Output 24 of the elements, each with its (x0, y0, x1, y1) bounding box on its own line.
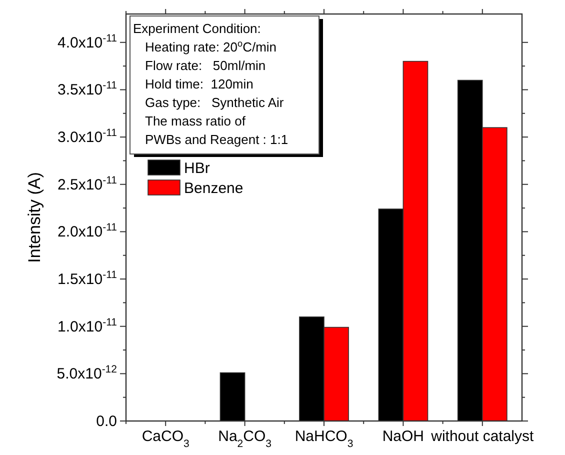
legend-label: HBr (184, 160, 210, 177)
annotation: Hold time: 120min (145, 76, 254, 92)
annotation: The mass ratio of (145, 114, 246, 128)
annotation: Heating rate: 20$^{o}$C/min (145, 38, 277, 54)
y-tick-label: 5.0x10$^{-12}$ (56, 364, 118, 383)
x-tick-label: NaHCO$_{3}$ (294, 428, 354, 450)
x-tick-label: without catalyst (430, 428, 535, 445)
y-tick-label: 0.0 (96, 413, 117, 430)
annotation: Gas type: Synthetic Air (145, 95, 284, 110)
y-tick-label: 2.0x10$^{-11}$ (58, 222, 118, 241)
x-tick-label: CaCO$_{3}$ (142, 428, 190, 450)
y-axis-title: Intensity (A) (25, 172, 44, 263)
y-tick-label: 4.0x10$^{-11}$ (58, 32, 118, 52)
x-tick-label: Na$_{2}$CO$_{3}$ (218, 428, 272, 450)
y-tick-label: 3.0x10$^{-11}$ (58, 127, 118, 146)
x-tick-label: NaOH (382, 428, 424, 445)
y-tick-label: 1.5x10$^{-11}$ (58, 269, 118, 288)
y-tick-label: 2.5x10$^{-11}$ (58, 174, 118, 194)
legend-label: Benzene (184, 180, 244, 197)
y-tick-label: 1.0x10$^{-11}$ (58, 316, 118, 336)
annotation: Experiment Condition: (133, 21, 261, 36)
y-tick-label: 3.5x10$^{-11}$ (58, 80, 118, 99)
annotation: Flow rate: 50ml/min (145, 58, 266, 73)
annotation: PWBs and Reagent : 1:1 (145, 132, 288, 147)
